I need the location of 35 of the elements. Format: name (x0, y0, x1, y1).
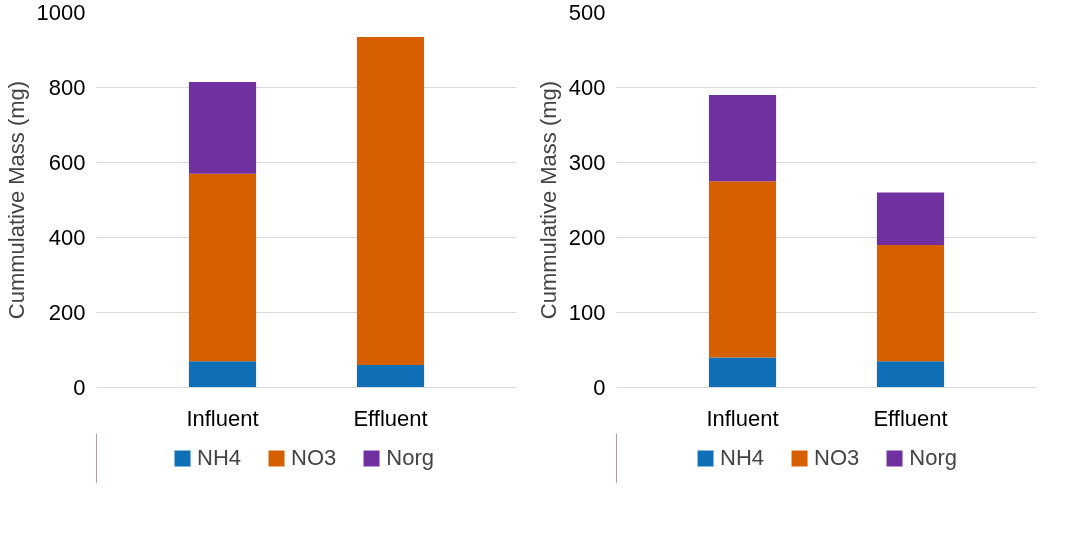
bar (876, 361, 945, 388)
y-tick-label: 400 (48, 225, 86, 250)
y-tick-label: 200 (48, 300, 86, 325)
x-tick-label: Influent (186, 405, 259, 431)
x-tick-label: Influent (706, 405, 779, 431)
legend-label: NH4 (197, 445, 242, 471)
y-tick-label: 0 (593, 375, 606, 400)
bar (356, 365, 425, 388)
y-tick-label: 300 (568, 150, 606, 175)
legend-label: NO3 (814, 445, 860, 471)
y-axis-title: Cummulative Mass (mg) (3, 80, 29, 320)
legend-label: Norg (909, 445, 957, 471)
bar (876, 192, 945, 245)
y-tick-label: 500 (568, 0, 606, 25)
x-tick-label: Effluent (353, 405, 428, 431)
legend-label: NH4 (720, 445, 765, 471)
bar (188, 361, 257, 388)
bar (188, 173, 257, 362)
legend-label: NO3 (291, 445, 337, 471)
y-tick-label: 0 (73, 375, 86, 400)
bar (708, 357, 777, 388)
bar (876, 245, 945, 362)
legend-label: Norg (386, 445, 434, 471)
x-tick-label: Effluent (873, 405, 948, 431)
bar (188, 81, 257, 174)
y-tick-label: 200 (568, 225, 606, 250)
y-tick-label: 1000 (36, 0, 86, 25)
y-tick-label: 600 (48, 150, 86, 175)
bar (708, 181, 777, 358)
y-tick-label: 800 (48, 75, 86, 100)
bar (356, 36, 425, 365)
y-tick-label: 400 (568, 75, 606, 100)
y-axis-title: Cummulative Mass (mg) (535, 80, 561, 320)
bar (708, 95, 777, 182)
y-tick-label: 100 (568, 300, 606, 325)
